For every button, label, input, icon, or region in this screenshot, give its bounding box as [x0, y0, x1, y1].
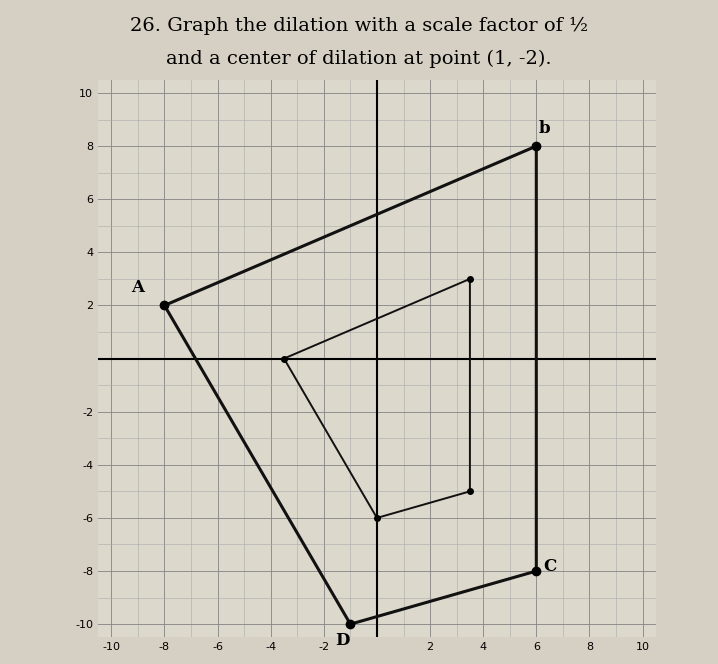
Text: and a center of dilation at point (1, -2).: and a center of dilation at point (1, -2…	[166, 50, 552, 68]
Text: b: b	[538, 120, 550, 137]
Text: 26. Graph the dilation with a scale factor of ½: 26. Graph the dilation with a scale fact…	[130, 17, 588, 35]
Text: A: A	[131, 279, 144, 296]
Text: C: C	[543, 558, 556, 575]
Text: D: D	[335, 632, 350, 649]
